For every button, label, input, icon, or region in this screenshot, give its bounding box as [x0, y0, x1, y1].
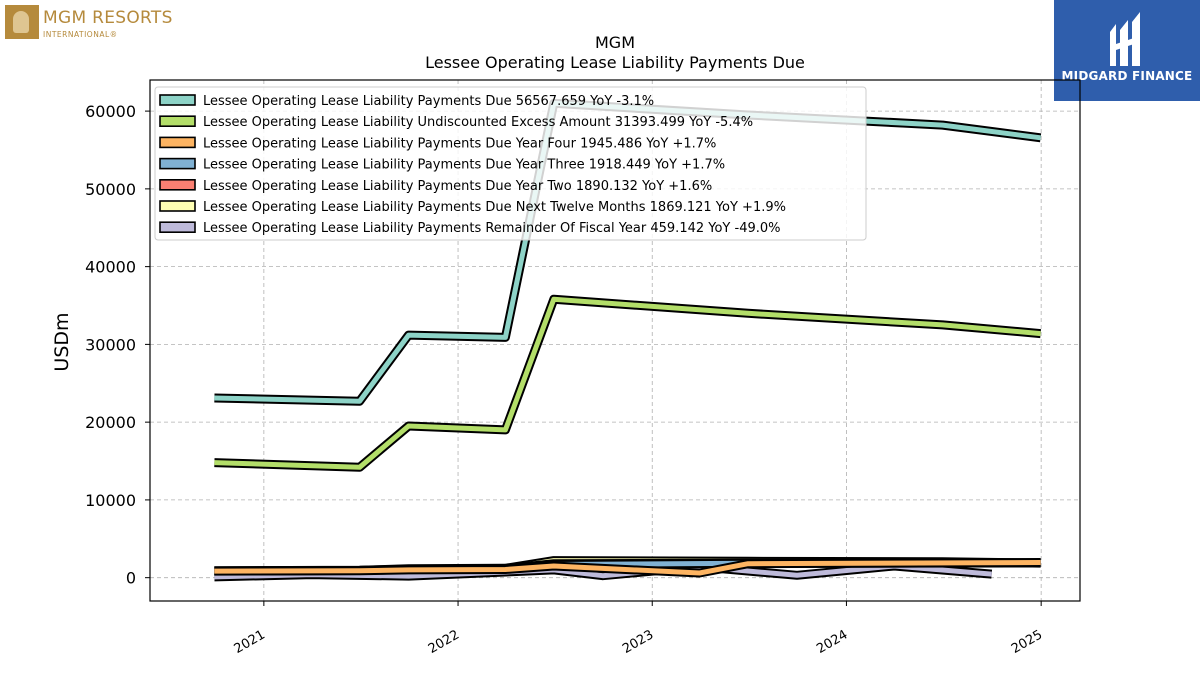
midgard-glyph-icon: [1110, 12, 1140, 66]
y-axis-label: USDm: [51, 312, 73, 371]
y-tick-label: 20000: [85, 413, 136, 432]
legend-swatch: [159, 136, 196, 149]
chart-title: MGM: [595, 33, 635, 52]
y-tick-label: 60000: [85, 102, 136, 121]
x-tick-label: 2025: [1009, 627, 1045, 657]
y-tick-label: 50000: [85, 180, 136, 199]
chart-subtitle: Lessee Operating Lease Liability Payment…: [425, 53, 805, 72]
midgard-finance-logo: MIDGARD FINANCE: [1054, 0, 1200, 101]
legend-entry: Lessee Operating Lease Liability Payment…: [203, 158, 725, 173]
x-tick-label: 2022: [426, 627, 462, 657]
series-line: [214, 560, 1041, 576]
legend-swatch: [159, 221, 196, 233]
x-tick-label: 2023: [620, 627, 656, 657]
y-axis: 0 10000 20000 30000 40000 50000 60000: [85, 102, 150, 588]
legend-swatch: [159, 94, 196, 106]
legend-swatch: [159, 157, 196, 170]
legend-entry: Lessee Operating Lease Liability Payment…: [203, 221, 781, 236]
y-tick-label: 0: [126, 569, 136, 588]
legend-entry: Lessee Operating Lease Liability Payment…: [203, 200, 786, 215]
midgard-logo-text: MIDGARD FINANCE: [1061, 69, 1193, 83]
y-tick-label: 30000: [85, 335, 136, 354]
legend-entry: Lessee Operating Lease Liability Payment…: [203, 136, 716, 151]
legend-frame: [154, 86, 867, 241]
series-lines: [214, 98, 1042, 582]
plot-frame: [149, 79, 1081, 602]
legend-swatch: [159, 115, 196, 127]
x-axis: 2021 2022 2023 2024 2025: [232, 601, 1045, 657]
lion-icon: [5, 5, 39, 39]
mgm-logo-subtitle: INTERNATIONAL®: [43, 30, 118, 39]
x-tick-label: 2024: [814, 627, 850, 657]
legend-entry: Lessee Operating Lease Liability Payment…: [203, 179, 712, 194]
x-tick-label: 2021: [232, 627, 268, 657]
mgm-resorts-logo: MGM RESORTS INTERNATIONAL®: [5, 5, 195, 43]
legend-entry: Lessee Operating Lease Liability Payment…: [203, 94, 654, 109]
legend-entry: Lessee Operating Lease Liability Undisco…: [203, 115, 753, 130]
legend: Lessee Operating Lease Liability Payment…: [154, 86, 867, 241]
y-tick-label: 40000: [85, 258, 136, 277]
legend-swatch: [159, 179, 196, 191]
mgm-logo-brand: MGM RESORTS: [43, 8, 173, 28]
legend-swatch: [159, 200, 196, 212]
series-line: [214, 296, 1041, 470]
y-tick-label: 10000: [85, 491, 136, 510]
